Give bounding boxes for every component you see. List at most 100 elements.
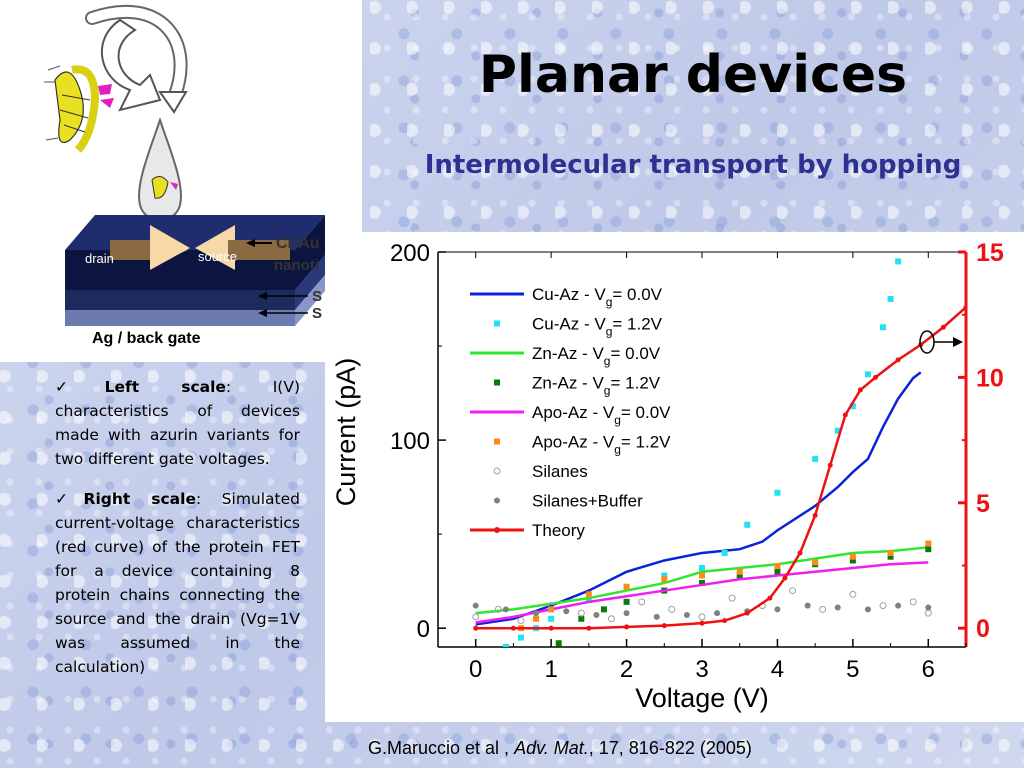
legend-swatch <box>494 320 500 327</box>
data-point <box>638 598 646 606</box>
data-point <box>600 606 607 613</box>
layer-label-2: S <box>312 305 322 322</box>
note-left-text: I(V) characteristics of devices made wit… <box>55 378 300 468</box>
gate-label: Ag / back gate <box>92 330 201 347</box>
data-point <box>849 590 857 598</box>
data-point <box>722 618 728 624</box>
x-tick-label: 5 <box>846 656 859 683</box>
data-point <box>895 258 902 265</box>
data-point <box>714 610 721 617</box>
x-axis-label: Voltage (V) <box>635 683 769 713</box>
data-point <box>909 598 917 606</box>
page-subtitle: Intermolecular transport by hopping <box>424 150 962 180</box>
data-point <box>812 512 818 518</box>
planar-device-stack <box>65 215 325 326</box>
chart-axes: 0 1 2 3 4 5 6 0 100 200 0 5 10 15 <box>390 239 1004 683</box>
data-point <box>699 572 705 579</box>
data-point <box>736 568 743 575</box>
note-right-sep: : <box>195 490 222 508</box>
legend-label: Silanes+Buffer <box>532 492 643 511</box>
note-left-scale: ✓Left scale: I(V) characteristics of dev… <box>55 375 300 471</box>
data-point <box>624 624 630 630</box>
data-point <box>668 605 676 613</box>
data-point <box>834 427 841 434</box>
data-point <box>699 565 705 571</box>
data-point <box>963 304 966 310</box>
legend-label: Zn-Az - Vg= 0.0V <box>532 344 661 368</box>
notes-panel: ✓Left scale: I(V) characteristics of dev… <box>55 375 300 695</box>
data-point <box>842 412 848 418</box>
device-illustration-panel: drain source Cr/Au nanoti S S Ag / back … <box>0 0 362 362</box>
data-point <box>774 606 781 613</box>
data-point <box>812 559 819 566</box>
note-left-heading: Left scale <box>104 378 226 396</box>
legend-swatch <box>493 467 501 475</box>
data-point <box>887 549 894 556</box>
data-point <box>699 580 705 587</box>
data-point <box>774 563 781 570</box>
citation-journal: Adv. Mat. <box>514 738 589 758</box>
page-title: Planar devices <box>478 45 908 105</box>
x-tick-label: 1 <box>544 656 557 683</box>
data-point <box>940 324 946 330</box>
series-line <box>475 371 922 626</box>
x-tick-label: 0 <box>469 656 482 683</box>
data-point <box>683 612 690 619</box>
arrow-fill <box>87 7 186 100</box>
nanotip-label: nanoti <box>274 257 319 274</box>
legend-swatch <box>494 438 500 445</box>
data-point <box>623 598 630 605</box>
data-point <box>578 615 585 622</box>
data-point <box>699 620 705 626</box>
data-point <box>924 609 932 617</box>
data-point <box>744 610 750 616</box>
data-point <box>510 625 516 631</box>
electrode-label: Cr/Au <box>276 235 320 252</box>
data-point <box>472 602 479 609</box>
data-point <box>804 602 811 609</box>
chart-panel: 0 1 2 3 4 5 6 0 100 200 0 5 10 15 Cu-Az - Vg= 0.0V Cu-… <box>325 232 1024 722</box>
y2-tick-label: 15 <box>976 239 1004 267</box>
series-line <box>475 546 929 615</box>
data-point <box>797 550 803 556</box>
data-point <box>895 602 902 609</box>
data-point <box>895 357 901 363</box>
data-point <box>698 613 706 621</box>
data-point <box>494 605 502 613</box>
data-point <box>789 587 797 595</box>
data-point <box>849 403 856 410</box>
data-point <box>857 387 863 393</box>
legend-swatch <box>494 379 500 386</box>
right-axis-pointer <box>919 330 963 354</box>
citation-rest: , 17, 816-822 (2005) <box>588 738 752 758</box>
legend-swatch <box>494 497 500 504</box>
y-tick-label: 100 <box>390 428 430 455</box>
data-point <box>744 521 751 528</box>
y2-tick-label: 5 <box>976 490 990 518</box>
data-point <box>782 575 788 581</box>
data-point <box>887 296 894 303</box>
data-point <box>472 613 480 621</box>
note-left-sep: : <box>225 378 273 396</box>
data-point <box>502 644 509 647</box>
data-point <box>812 455 819 462</box>
data-point <box>849 557 856 564</box>
data-point <box>864 371 871 378</box>
data-point <box>653 613 660 620</box>
data-point <box>880 324 887 331</box>
curved-arrow-icon <box>101 18 162 112</box>
data-point <box>585 591 592 598</box>
data-point <box>586 625 592 631</box>
data-point <box>517 634 524 641</box>
data-point <box>925 540 932 547</box>
legend-label: Apo-Az - Vg= 0.0V <box>532 403 671 427</box>
citation: G.Maruccio et al , Adv. Mat., 17, 816-82… <box>368 738 752 759</box>
data-point <box>623 610 630 617</box>
source-label: source <box>198 249 237 264</box>
chart-series <box>472 258 966 647</box>
data-point <box>563 608 570 615</box>
device-schematic: drain source Cr/Au nanoti S S Ag / back … <box>44 5 325 347</box>
y-tick-label: 0 <box>417 616 430 643</box>
data-point <box>548 606 555 613</box>
